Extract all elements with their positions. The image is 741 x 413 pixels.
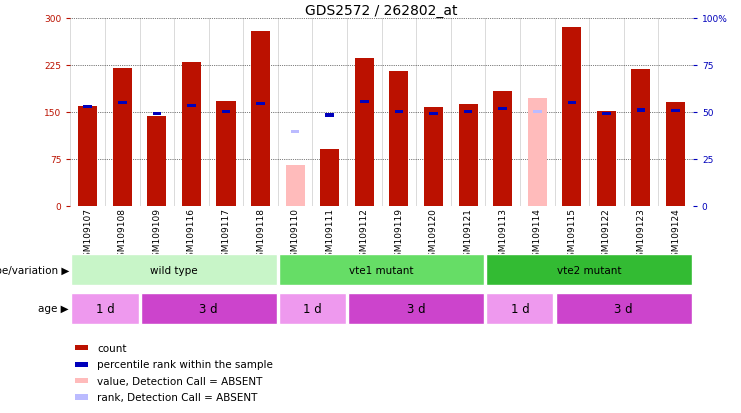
Text: value, Detection Call = ABSENT: value, Detection Call = ABSENT — [97, 376, 262, 386]
Bar — [533, 111, 542, 114]
Bar — [528, 99, 547, 206]
Bar — [285, 166, 305, 206]
Text: wild type: wild type — [150, 265, 198, 275]
Bar — [71, 293, 139, 325]
Bar — [360, 101, 368, 104]
Text: count: count — [97, 343, 127, 353]
Bar — [279, 293, 346, 325]
Bar — [222, 110, 230, 114]
Bar — [325, 114, 334, 117]
Bar — [637, 109, 645, 112]
Bar — [666, 103, 685, 206]
Text: 3 d: 3 d — [614, 302, 633, 315]
Text: 1 d: 1 d — [511, 302, 529, 315]
Bar — [568, 102, 576, 105]
Bar — [355, 59, 373, 206]
Text: age ▶: age ▶ — [39, 304, 69, 314]
Bar — [424, 107, 443, 206]
Text: 1 d: 1 d — [96, 302, 114, 315]
Bar — [79, 106, 97, 206]
Bar — [141, 293, 277, 325]
Bar — [153, 113, 161, 116]
Bar — [671, 110, 679, 113]
Bar — [84, 106, 92, 109]
Bar — [556, 293, 692, 325]
Bar — [256, 103, 265, 106]
Bar — [182, 62, 201, 206]
Text: genotype/variation ▶: genotype/variation ▶ — [0, 265, 69, 275]
Bar — [75, 378, 88, 383]
Bar — [464, 110, 472, 114]
Bar — [187, 105, 196, 108]
Bar — [499, 108, 507, 111]
Bar — [75, 394, 88, 400]
Bar — [486, 293, 554, 325]
Text: vte2 mutant: vte2 mutant — [556, 265, 622, 275]
Bar — [75, 362, 88, 367]
Text: 1 d: 1 d — [303, 302, 322, 315]
Bar — [602, 112, 611, 115]
Bar — [429, 112, 438, 115]
Bar — [113, 69, 132, 206]
Bar — [486, 255, 692, 285]
Text: vte1 mutant: vte1 mutant — [349, 265, 414, 275]
Text: 3 d: 3 d — [407, 302, 425, 315]
Bar — [597, 111, 616, 206]
Bar — [118, 102, 127, 105]
Bar — [494, 92, 512, 206]
Text: 3 d: 3 d — [199, 302, 218, 315]
Bar — [631, 70, 651, 206]
Bar — [279, 255, 485, 285]
Bar — [390, 72, 408, 206]
Bar — [395, 110, 403, 114]
Text: rank, Detection Call = ABSENT: rank, Detection Call = ABSENT — [97, 392, 257, 402]
Bar — [459, 104, 477, 206]
Bar — [320, 150, 339, 206]
Bar — [147, 117, 166, 206]
Bar — [71, 255, 277, 285]
Bar — [291, 131, 299, 134]
Text: percentile rank within the sample: percentile rank within the sample — [97, 359, 273, 369]
Bar — [348, 293, 485, 325]
Bar — [75, 345, 88, 351]
Bar — [562, 28, 581, 206]
Title: GDS2572 / 262802_at: GDS2572 / 262802_at — [305, 4, 458, 18]
Bar — [216, 101, 236, 206]
Bar — [251, 32, 270, 206]
